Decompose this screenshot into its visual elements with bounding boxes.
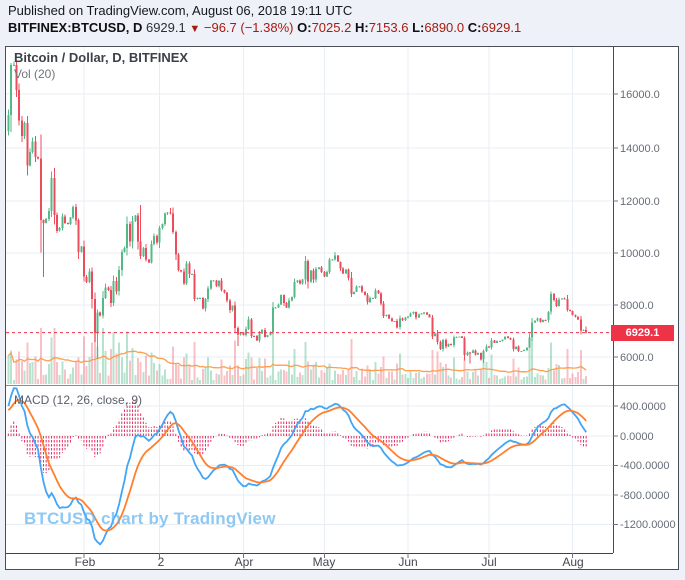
last-price-badge: 6929.1: [611, 325, 674, 341]
low-value: 6890.0: [424, 20, 465, 35]
symbol-label: BITFINEX:BTCUSD, D: [8, 20, 143, 35]
ticker-info-bar: BITFINEX:BTCUSD, D 6929.1 ▼ −96.7 (−1.38…: [8, 20, 521, 35]
axis-ticks: [83, 93, 618, 558]
macd-axis-label: -400.0000: [620, 460, 670, 472]
macd-axis-label: 400.0000: [620, 401, 666, 413]
down-triangle-icon: ▼: [189, 23, 201, 35]
low-label: L:: [412, 20, 425, 35]
macd-axis-label: -800.0000: [620, 490, 670, 502]
published-line: Published on TradingView.com, August 06,…: [8, 3, 353, 18]
high-label: H:: [354, 20, 369, 35]
macd-signal-line: [7, 398, 587, 532]
time-axis-label: May: [313, 555, 336, 569]
time-axis-label: Jun: [398, 555, 417, 569]
volume-ma-line: [7, 350, 587, 373]
price-axis-label: 10000.0: [620, 248, 660, 260]
chart-widget: 16000.0 14000.0 12000.0 10000.0 8000.0 6…: [5, 46, 679, 570]
macd-histogram: [7, 399, 587, 474]
macd-line: [7, 387, 587, 546]
chart-title: Bitcoin / Dollar, D, BITFINEX: [14, 50, 189, 65]
change-text: −96.7 (−1.38%): [203, 20, 294, 35]
high-value: 7153.6: [368, 20, 409, 35]
tradingview-watermark: BTCUSD chart by TradingView: [24, 509, 276, 528]
volume-bars: [7, 328, 588, 384]
time-axis-label: Feb: [75, 555, 96, 569]
close-label: C:: [467, 20, 482, 35]
price-axis-label: 8000.0: [620, 300, 654, 312]
open-value: 7025.2: [311, 20, 352, 35]
time-axis-label: Aug: [562, 555, 583, 569]
macd-axis-label: 0.0000: [620, 431, 654, 443]
macd-indicator-label: MACD (12, 26, close, 9): [14, 393, 143, 407]
price-axis-labels: 16000.0 14000.0 12000.0 10000.0 8000.0 6…: [620, 89, 660, 364]
price-axis-label: 12000.0: [620, 196, 660, 208]
time-axis-label: Jul: [481, 555, 496, 569]
macd-axis-labels: 400.0000 0.0000 -400.0000 -800.0000 -120…: [620, 401, 676, 531]
price-axis-label: 16000.0: [620, 89, 660, 101]
gridlines: [6, 47, 613, 553]
time-axis-label: 2: [158, 555, 165, 569]
price-axis-label: 14000.0: [620, 143, 660, 155]
price-axis-label: 6000.0: [620, 352, 654, 364]
time-axis-labels: Feb 2 Apr May Jun Jul Aug: [75, 555, 584, 569]
chart-canvas: 16000.0 14000.0 12000.0 10000.0 8000.0 6…: [6, 47, 678, 569]
last-price-text: 6929.1: [145, 20, 186, 35]
open-label: O:: [297, 20, 312, 35]
volume-indicator-label: Vol (20): [14, 67, 56, 81]
candlestick-series: [7, 60, 588, 364]
panel-borders: [6, 47, 678, 554]
time-axis-label: Apr: [235, 555, 254, 569]
macd-axis-label: -1200.0000: [620, 519, 676, 531]
close-value: 6929.1: [481, 20, 522, 35]
